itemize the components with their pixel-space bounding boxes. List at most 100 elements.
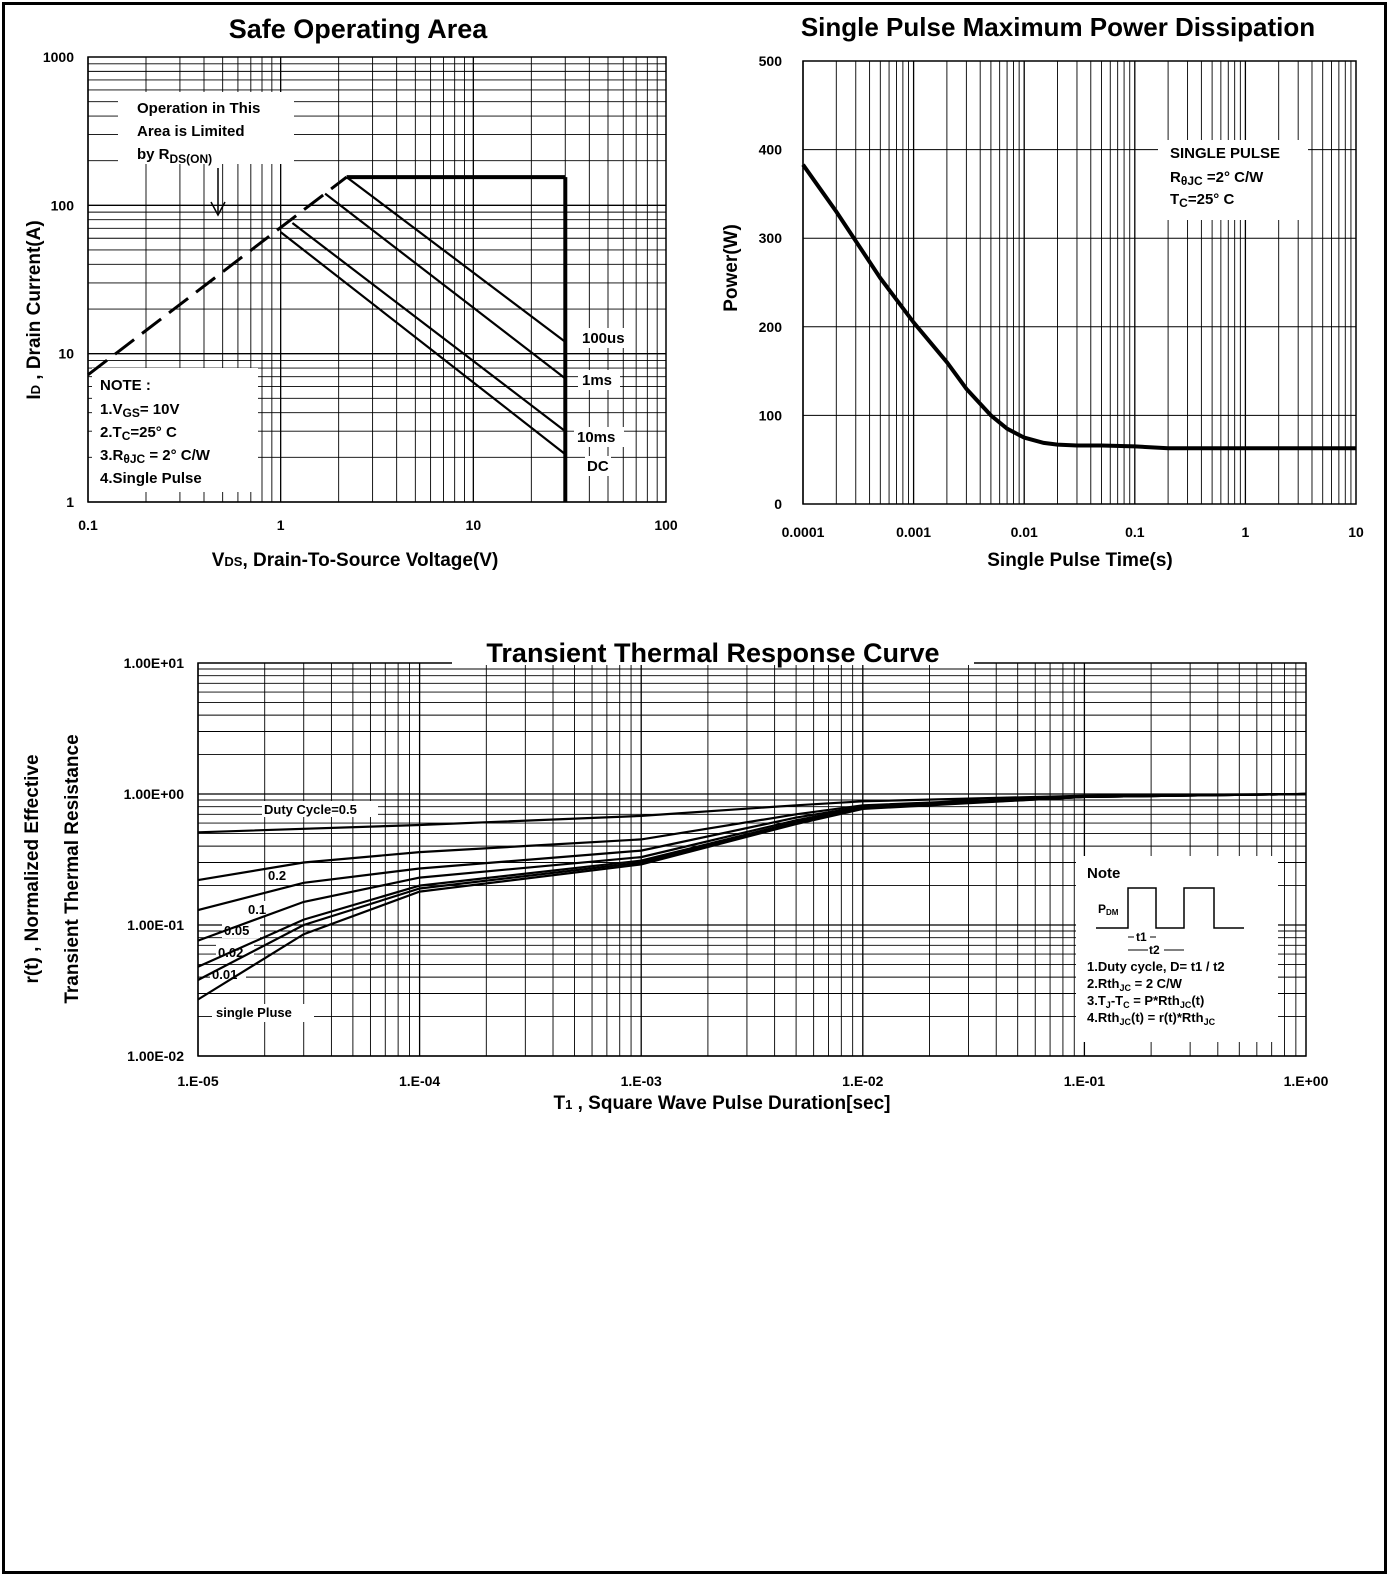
soa-y-axis-label: ID , Drain Current(A): [24, 220, 45, 399]
transient-y-tick-label: 1.00E-02: [127, 1048, 184, 1064]
transient-series-line-6: [197, 792, 1307, 1001]
transient-x-tick-label: 1.E-04: [399, 1073, 440, 1089]
transient-label-bg-2: [244, 901, 270, 917]
transient-series-label-0: Duty Cycle=0.5: [264, 802, 357, 817]
soa-x-tick-label: 1: [277, 517, 285, 533]
transient-series-label-2: 0.1: [248, 902, 266, 917]
transient-title: Transient Thermal Response Curve: [486, 638, 939, 668]
soa-note-3: 3.RθJC = 2° C/W: [100, 447, 211, 466]
transient-label-bg-0: [262, 801, 378, 817]
power-x-tick-label: 0.001: [896, 524, 931, 540]
soa-annotation-line-1: Operation in This: [137, 100, 260, 117]
soa-y-tick-label: 100: [51, 197, 75, 213]
transient-note-title: Note: [1087, 865, 1120, 882]
transient-x-axis-label: T1 , Square Wave Pulse Duration[sec]: [553, 1093, 890, 1114]
soa-title: Safe Operating Area: [229, 14, 489, 44]
power-y-tick-label: 300: [759, 230, 783, 246]
transient-x-ticks: 1.E-05 1.E-04 1.E-03 1.E-02 1.E-01 1.E+00: [177, 1073, 1328, 1089]
arrow-down-icon: [210, 168, 226, 217]
transient-x-tick-label: 1.E+00: [1284, 1073, 1329, 1089]
power-grid: [802, 60, 1357, 505]
soa-y-tick-label: 1: [66, 494, 74, 510]
soa-label-bg-10ms: [574, 427, 624, 447]
power-legend-line-2: RθJC =2° C/W: [1170, 169, 1264, 188]
power-y-tick-label: 0: [774, 496, 782, 512]
power-y-tick-label: 100: [759, 407, 783, 423]
transient-title-bg: [452, 639, 974, 665]
transient-label-bg-1: [266, 867, 292, 883]
soa-y-tick-label: 10: [58, 346, 74, 362]
power-y-ticks: 0 100 200 300 400 500: [759, 53, 783, 512]
transient-label-bg-6: [212, 1004, 314, 1022]
soa-series-line-10ms: [291, 222, 566, 433]
soa-label-bg-1ms: [578, 370, 620, 390]
soa-series-line-DC: [280, 231, 566, 456]
soa-annotation-box: [118, 92, 294, 164]
soa-series-label-100us: 100us: [582, 330, 625, 347]
power-x-tick-label: 10: [1348, 524, 1364, 540]
power-y-tick-label: 400: [759, 142, 783, 158]
power-x-ticks: 0.0001 0.001 0.01 0.1 1 10: [782, 524, 1364, 540]
soa-series-label-10ms: 10ms: [577, 429, 615, 446]
power-x-tick-label: 0.01: [1011, 524, 1038, 540]
power-x-tick-label: 1: [1242, 524, 1250, 540]
soa-note-4: 4.Single Pulse: [100, 470, 202, 487]
soa-x-ticks: 0.1 1 10 100: [78, 517, 678, 533]
soa-series-label-dc: DC: [587, 458, 609, 475]
soa-note-box: [92, 368, 258, 492]
transient-y-tick-label: 1.00E-01: [127, 917, 184, 933]
soa-frame: [87, 56, 667, 503]
pulse-t1-label: t1: [1136, 930, 1147, 944]
soa-note-title: NOTE :: [100, 377, 151, 394]
transient-y-ticks: 1.00E-02 1.00E-01 1.00E+00 1.00E+01: [124, 655, 185, 1064]
power-x-tick-label: 0.0001: [782, 524, 825, 540]
soa-note-1: 1.VGS= 10V: [100, 401, 179, 420]
transient-note-2: 2.RthJC = 2 C/W: [1087, 976, 1183, 993]
soa-rdson-limit-line: [87, 175, 348, 376]
transient-series-label-3: 0.05: [224, 923, 249, 938]
power-title: Single Pulse Maximum Power Dissipation: [801, 12, 1315, 42]
transient-note-4: 4.RthJC(t) = r(t)*RthJC: [1087, 1010, 1216, 1027]
pulse-t1-bg: [1134, 931, 1150, 943]
pulse-t2-bg: [1148, 944, 1164, 956]
transient-y-tick-label: 1.00E+00: [124, 786, 185, 802]
transient-y-tick-label: 1.00E+01: [124, 655, 185, 671]
transient-note-box: [1076, 856, 1278, 1042]
soa-x-tick-label: 0.1: [78, 517, 98, 533]
soa-y-tick-label: 1000: [43, 49, 74, 65]
power-legend-box: [1158, 140, 1308, 220]
transient-x-tick-label: 1.E-05: [177, 1073, 218, 1089]
transient-y-axis-label-1: r(t) , Normalized Effective: [22, 754, 43, 983]
soa-note-2: 2.TC=25° C: [100, 424, 177, 443]
power-x-tick-label: 0.1: [1125, 524, 1145, 540]
power-y-axis-label: Power(W): [721, 224, 742, 312]
transient-note-1: 1.Duty cycle, D= t1 / t2: [1087, 959, 1225, 974]
pulse-t2-label: t2: [1149, 943, 1160, 957]
power-y-tick-label: 500: [759, 53, 783, 69]
power-chart: Single Pulse Maximum Power Dissipation 0…: [721, 12, 1364, 571]
soa-label-bg-100us: [576, 328, 634, 348]
power-x-axis-label: Single Pulse Time(s): [987, 550, 1172, 571]
soa-x-tick-label: 100: [654, 517, 678, 533]
transient-series-label-5: 0.01: [212, 967, 237, 982]
transient-x-tick-label: 1.E-01: [1064, 1073, 1105, 1089]
power-legend-line-1: SINGLE PULSE: [1170, 145, 1280, 162]
soa-x-tick-label: 10: [466, 517, 482, 533]
soa-series-line-1ms: [324, 192, 566, 380]
pulse-pdm-label: PDM: [1098, 902, 1119, 917]
transient-chart: Transient Thermal Response Curve 1.E-05 1…: [22, 638, 1329, 1114]
transient-x-tick-label: 1.E-03: [621, 1073, 662, 1089]
soa-x-axis-label: VDS, Drain-To-Source Voltage(V): [212, 550, 499, 571]
soa-chart: Safe Operating Area 0.1 1 10 100 1101001000…: [24, 14, 678, 571]
power-legend-line-3: TC=25° C: [1170, 191, 1234, 210]
transient-y-axis-label-2: Transient Thermal Resistance: [62, 734, 83, 1003]
soa-label-bg-dc: [585, 456, 611, 476]
transient-series-label-1: 0.2: [268, 868, 286, 883]
soa-series-line-100us: [345, 176, 566, 343]
transient-label-bg-3: [222, 922, 260, 938]
transient-x-tick-label: 1.E-02: [842, 1073, 883, 1089]
soa-series-label-1ms: 1ms: [582, 372, 612, 389]
